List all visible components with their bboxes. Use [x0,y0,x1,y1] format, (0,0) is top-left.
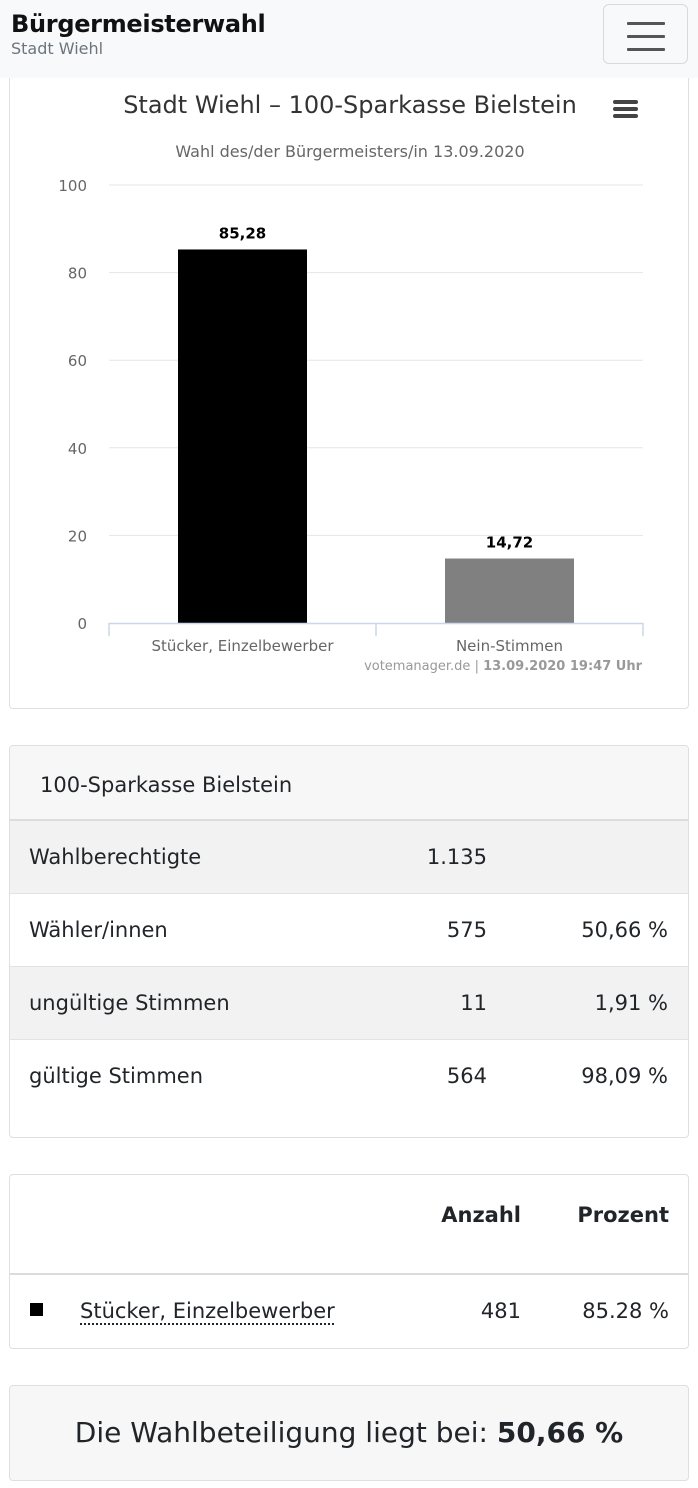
navbar: Bürgermeisterwahl Stadt Wiehl [0,0,698,78]
result-row: Stücker, Einzelbewerber 481 85.28 % [10,1275,688,1348]
x-tick-label: Nein-Stimmen [456,637,563,655]
bar[interactable] [178,249,307,623]
y-tick-label: 20 [68,527,87,545]
chart-subtitle: Wahl des/der Bürgermeisters/in 13.09.202… [175,142,524,161]
stats-count: 575 [446,918,487,942]
results-header: Anzahl Prozent [10,1175,688,1275]
chart-context-menu-button[interactable] [611,98,641,122]
chart-title: Stadt Wiehl – 100-Sparkasse Bielstein [123,91,577,119]
stats-label: gültige Stimmen [29,1064,204,1088]
turnout-value: 50,66 % [496,1416,624,1449]
credits-time: 13.09.2020 19:47 Uhr [483,659,642,674]
menu-icon [613,100,638,104]
stats-count: 564 [446,1064,487,1088]
turnout-text: Die Wahlbeteiligung liegt bei: 50,66 % [10,1416,688,1449]
y-tick-label: 60 [68,352,87,370]
hamburger-icon-bar [627,35,665,38]
stats-row-ungueltig: ungültige Stimmen 11 1,91 % [10,967,688,1040]
column-header-percent: Prozent [577,1203,669,1227]
stats-percent: 50,66 % [581,918,668,942]
column-header-count: Anzahl [441,1203,521,1227]
y-tick-label: 0 [77,615,87,633]
result-percent: 85.28 % [582,1299,669,1323]
menu-icon-bar [613,107,638,111]
stats-label: ungültige Stimmen [29,991,230,1015]
stats-title: 100-Sparkasse Bielstein [40,773,293,797]
turnout-box: Die Wahlbeteiligung liegt bei: 50,66 % [9,1385,689,1481]
y-tick-label: 80 [68,265,87,283]
menu-icon-bar [613,114,638,118]
stats-label: Wahlberechtigte [29,845,202,869]
chart-card: Stadt Wiehl – 100-Sparkasse Bielstein Wa… [9,78,689,709]
menu-toggle-button[interactable] [603,4,688,64]
stats-card: 100-Sparkasse Bielstein Wahlberechtigte … [9,745,689,1138]
legend-square-icon [30,1303,43,1316]
stats-header: 100-Sparkasse Bielstein [10,746,688,821]
stats-label: Wähler/innen [29,918,168,942]
bar-chart: Stadt Wiehl – 100-Sparkasse Bielstein Wa… [58,91,644,674]
data-label: 85,28 [219,224,266,242]
bar[interactable] [445,558,574,623]
chart-credits[interactable]: votemanager.de | 13.09.2020 19:47 Uhr [364,659,643,674]
brand-title[interactable]: Bürgermeisterwahl [11,10,266,38]
stats-row-waehler: Wähler/innen 575 50,66 % [10,894,688,967]
stats-row-gueltig: gültige Stimmen 564 98,09 % [10,1040,688,1113]
stats-row-wahlberechtigte: Wahlberechtigte 1.135 [10,821,688,894]
y-tick-label: 100 [58,177,87,195]
data-label: 14,72 [486,534,533,552]
stats-count: 11 [460,991,487,1015]
stats-count: 1.135 [426,845,487,869]
stats-percent: 98,09 % [581,1064,668,1088]
stats-percent: 1,91 % [594,991,668,1015]
credits-link[interactable]: votemanager.de [364,659,470,674]
brand-subtitle: Stadt Wiehl [11,39,104,58]
result-count: 481 [480,1299,521,1323]
x-tick-label: Stücker, Einzelbewerber [152,637,335,655]
hamburger-icon-bar [627,48,665,51]
y-tick-label: 40 [68,440,87,458]
hamburger-icon [627,22,665,25]
results-card: Anzahl Prozent Stücker, Einzelbewerber 4… [9,1174,689,1349]
turnout-label: Die Wahlbeteiligung liegt bei: [74,1416,488,1449]
candidate-name-link[interactable]: Stücker, Einzelbewerber [80,1299,335,1323]
